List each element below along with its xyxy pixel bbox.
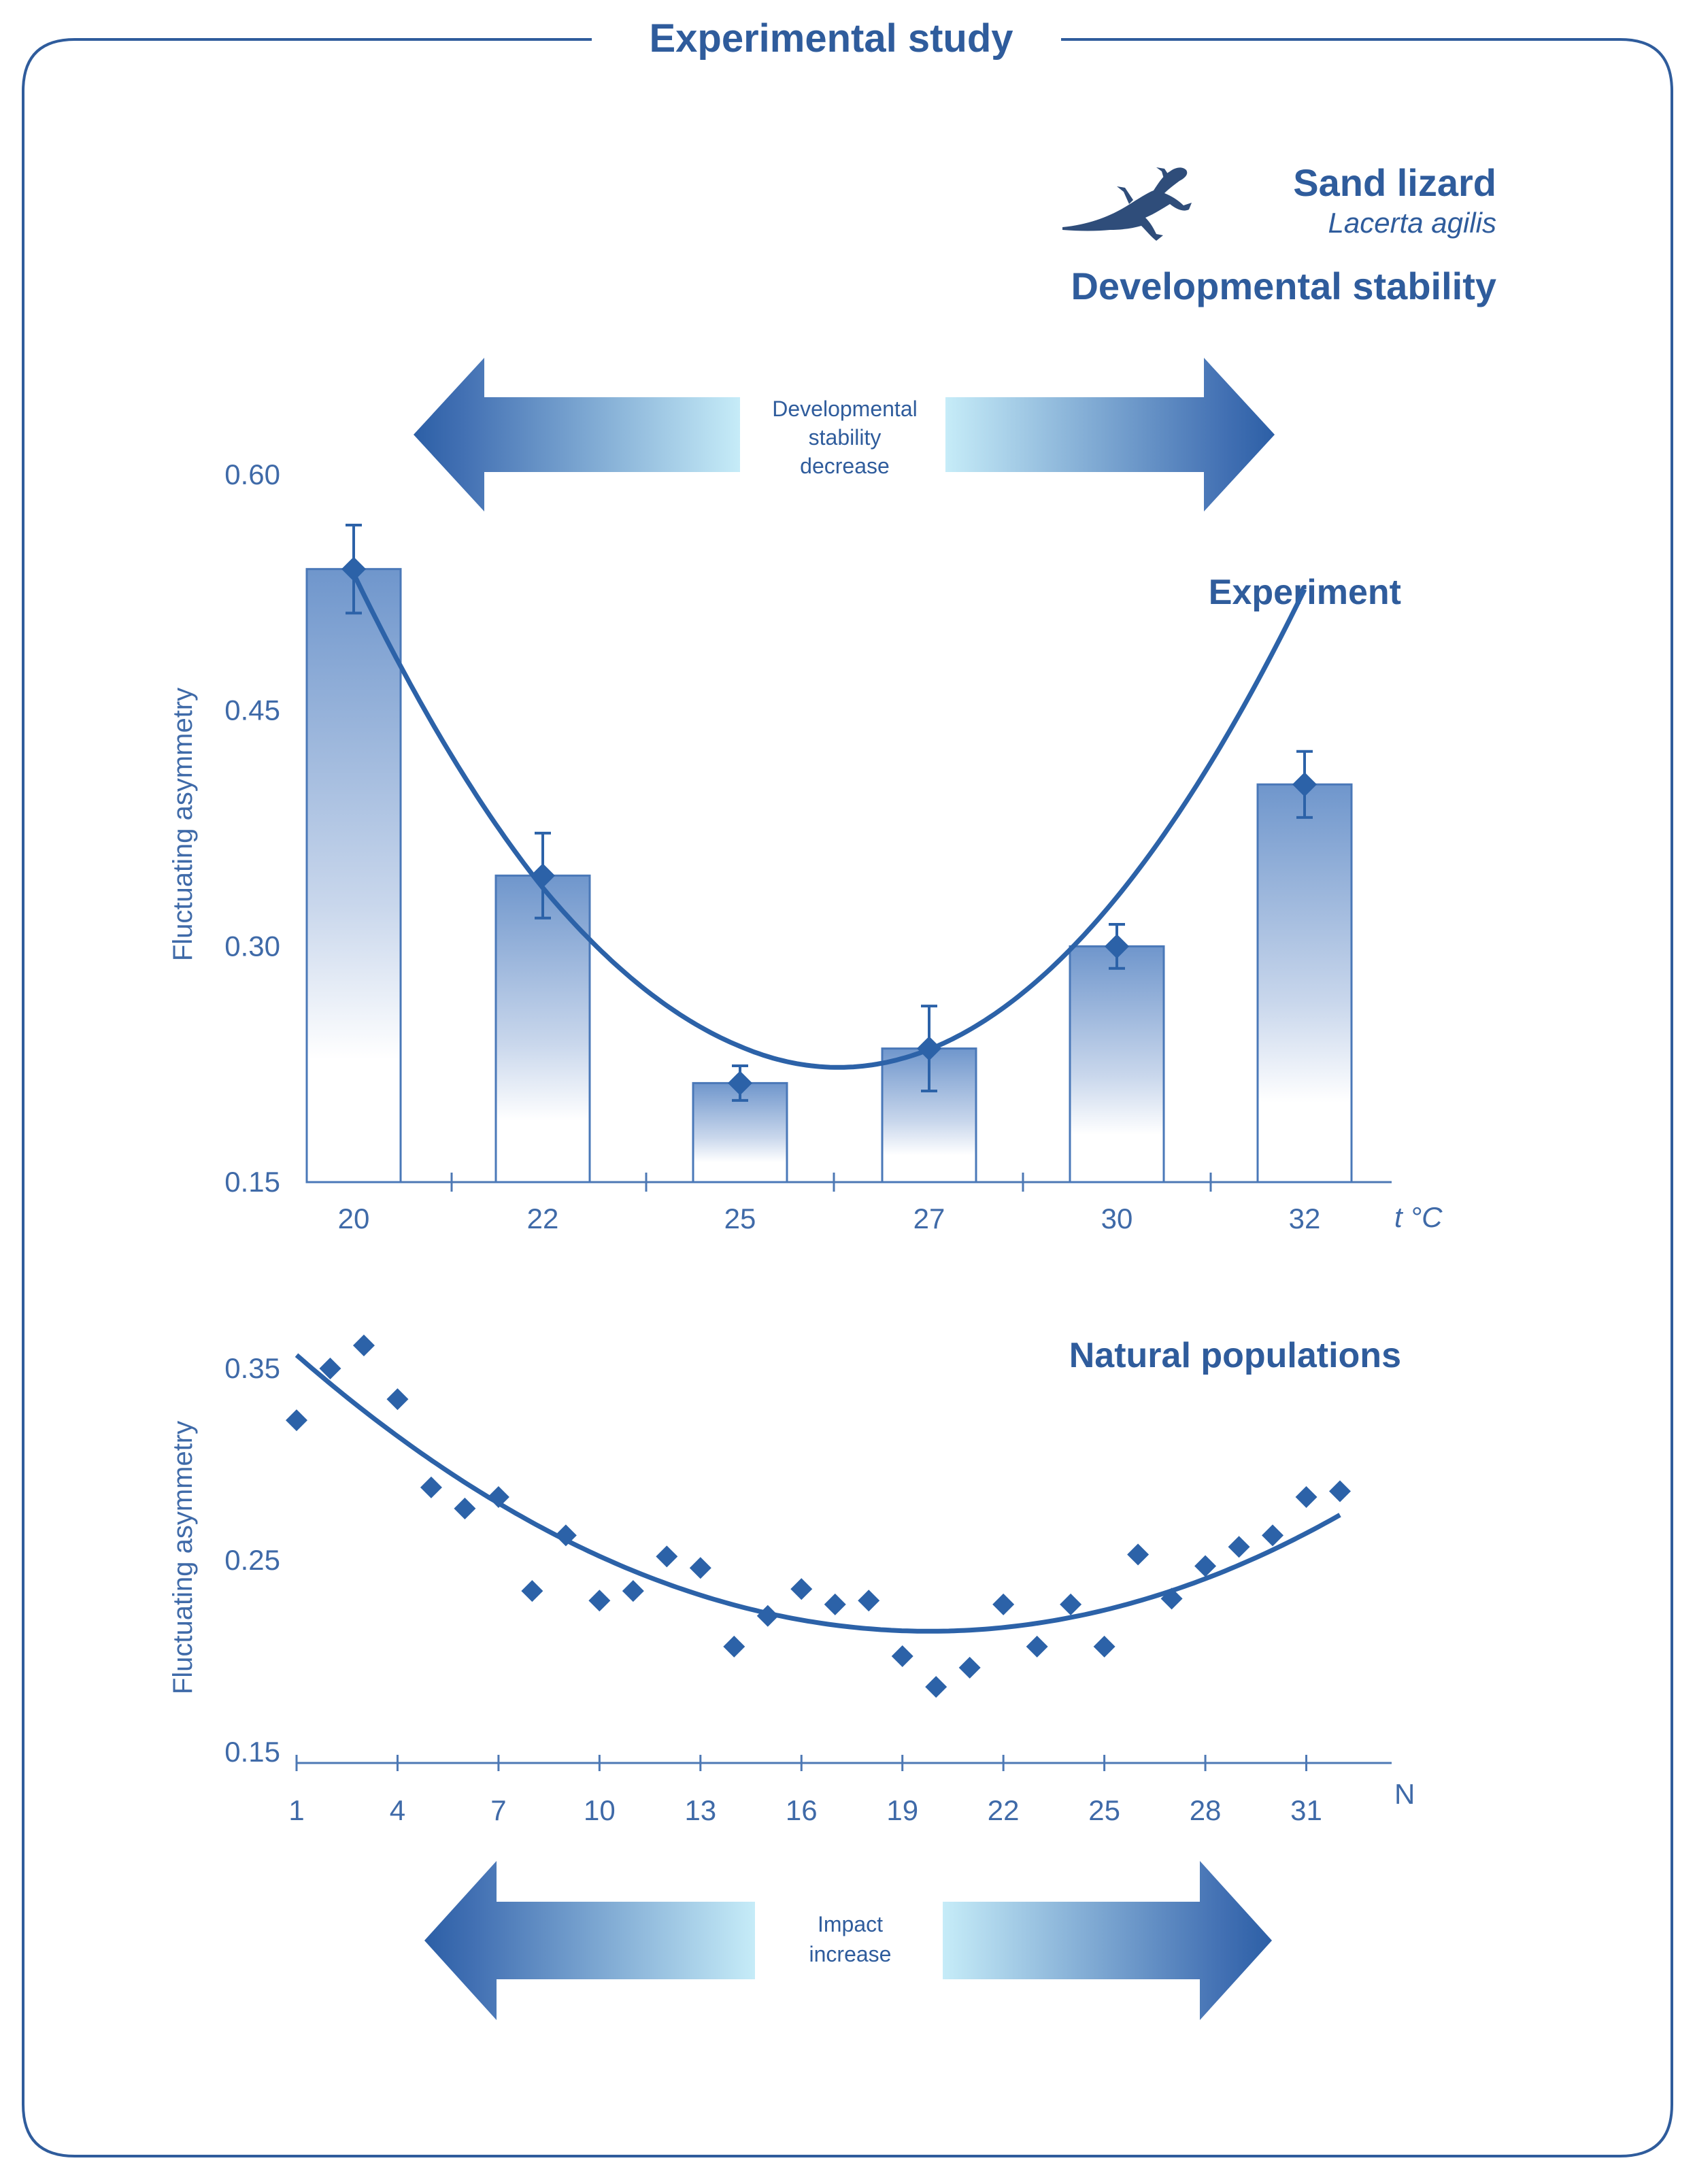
chart1-y-tick-label: 0.30 (224, 930, 280, 962)
chart1-y-tick-label: 0.15 (224, 1166, 280, 1198)
chart1-y-tick-label: 0.45 (224, 694, 280, 726)
chart2-data-point (1194, 1555, 1217, 1577)
chart1-data-point (728, 1071, 752, 1096)
chart1-x-axis-label: t °C (1394, 1201, 1443, 1233)
chart2-data-point (1127, 1543, 1149, 1566)
chart2-data-point (756, 1605, 779, 1627)
chart2-data-point (454, 1497, 476, 1519)
chart2-data-point (992, 1593, 1015, 1615)
chart2-y-tick-label: 0.35 (224, 1352, 280, 1384)
arrow-label-line: increase (809, 1942, 892, 1966)
outer-frame (22, 38, 1673, 2157)
chart2-x-tick-label: 22 (988, 1794, 1020, 1826)
experiment-chart: Experiment Fluctuating asymmetry t °C 0.… (168, 458, 1443, 1234)
chart2-data-point (656, 1545, 678, 1568)
chart1-data-point (917, 1036, 941, 1061)
chart2-data-point (286, 1409, 307, 1432)
chart2-data-point (723, 1635, 745, 1658)
chart2-data-point (352, 1334, 375, 1357)
stability-decrease-arrow: Developmental stability decrease (414, 358, 1275, 511)
chart2-data-point (1160, 1587, 1183, 1610)
chart1-x-tick-label: 20 (338, 1203, 370, 1234)
chart2-data-point (1060, 1593, 1082, 1615)
chart2-x-tick-label: 16 (786, 1794, 818, 1826)
chart2-x-tick-label: 28 (1190, 1794, 1222, 1826)
chart2-data-point (588, 1590, 611, 1612)
chart2-title: Natural populations (1069, 1336, 1401, 1375)
chart2-y-tick-label: 0.25 (224, 1544, 280, 1576)
chart2-x-axis-label: N (1394, 1778, 1415, 1810)
chart1-trend-line (351, 573, 1307, 1070)
chart2-data-point (1262, 1524, 1284, 1547)
chart2-data-point (420, 1476, 442, 1498)
chart1-data-point (1292, 772, 1317, 797)
chart2-x-tick-label: 25 (1088, 1794, 1120, 1826)
chart2-trend-line (295, 1353, 1341, 1634)
chart2-data-point (891, 1645, 913, 1667)
arrow-label-line: stability (809, 425, 882, 450)
chart1-bar (305, 568, 402, 1183)
chart2-x-tick-label: 13 (684, 1794, 716, 1826)
chart2-y-axis-label: Fluctuating asymmetry (168, 1421, 198, 1694)
chart2-x-tick-label: 4 (390, 1794, 405, 1826)
chart1-x-tick-label: 22 (527, 1203, 559, 1234)
chart2-x-tick-label: 1 (288, 1794, 304, 1826)
figure-title: Experimental study (649, 16, 1013, 61)
chart1-y-axis-label: Fluctuating asymmetry (168, 688, 198, 961)
species-name: Sand lizard (1293, 161, 1496, 204)
chart2-x-tick-label: 19 (886, 1794, 918, 1826)
chart2-data-point (824, 1593, 846, 1615)
chart2-data-point (790, 1578, 813, 1600)
chart1-x-tick-label: 30 (1101, 1203, 1133, 1234)
chart1-data-point (1105, 934, 1129, 959)
arrow-label-line: Developmental (772, 397, 917, 421)
chart2-data-point (386, 1388, 409, 1411)
chart1-x-tick-label: 25 (724, 1203, 756, 1234)
chart2-data-point (319, 1358, 341, 1379)
chart2-data-point (622, 1580, 644, 1602)
chart2-data-point (554, 1524, 577, 1547)
chart2-data-point (1228, 1536, 1250, 1558)
chart1-bar (1256, 783, 1353, 1183)
species-latin-name: Lacerta agilis (1328, 207, 1496, 239)
chart2-data-point (1295, 1485, 1318, 1508)
chart1-x-tick-label: 27 (913, 1203, 945, 1234)
arrow-label-line: decrease (800, 454, 890, 478)
chart1-y-tick-label: 0.60 (224, 458, 280, 490)
chart2-data-point (958, 1656, 981, 1679)
lizard-icon (1062, 167, 1192, 241)
impact-increase-arrow: Impact increase (424, 1861, 1272, 2020)
arrow-label-line: Impact (818, 1912, 883, 1936)
chart2-data-point (858, 1590, 880, 1612)
chart2-data-point (1026, 1635, 1048, 1658)
chart1-bar (1069, 945, 1165, 1183)
chart2-y-tick-label: 0.15 (224, 1736, 280, 1768)
chart2-data-point (1329, 1480, 1351, 1502)
chart2-x-tick-label: 31 (1290, 1794, 1322, 1826)
chart1-data-point (531, 863, 555, 888)
chart2-x-tick-label: 7 (490, 1794, 506, 1826)
chart2-x-tick-label: 10 (584, 1794, 616, 1826)
chart2-data-point (521, 1580, 543, 1602)
chart1-data-point (341, 556, 366, 582)
chart2-data-point (925, 1676, 947, 1698)
chart2-data-point (689, 1557, 711, 1579)
section-title: Developmental stability (1071, 265, 1496, 307)
chart2-data-point (1093, 1635, 1115, 1658)
chart1-x-tick-label: 32 (1289, 1203, 1321, 1234)
chart2-data-point (487, 1485, 509, 1508)
natural-populations-chart: Natural populations Fluctuating asymmetr… (168, 1334, 1415, 1826)
